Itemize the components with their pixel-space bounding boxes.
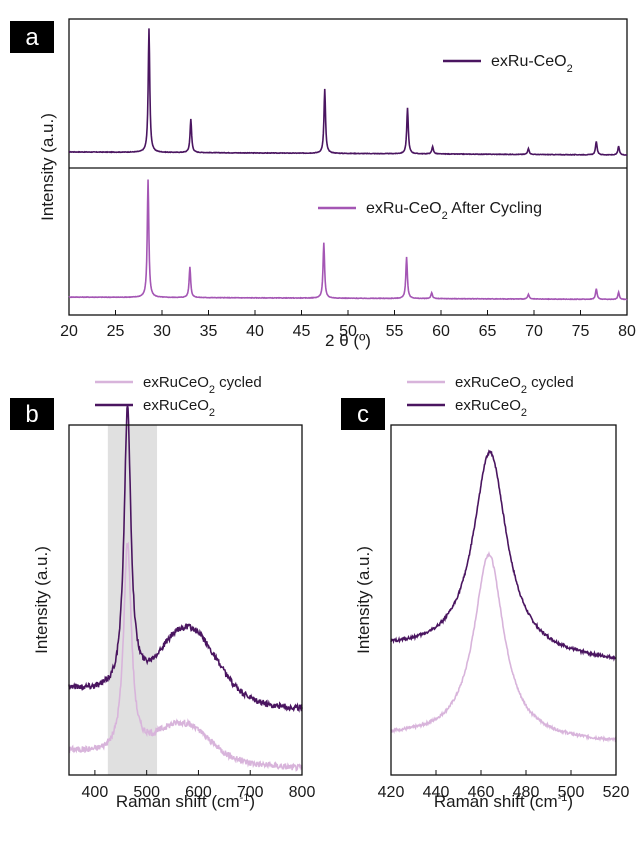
- panel-a-xlabel: 2 θ (º): [325, 331, 371, 350]
- panel-b-xtick-label: 600: [185, 784, 212, 801]
- panel-b-xtick-label: 700: [237, 784, 264, 801]
- panel-b-xlabel-close: ): [249, 792, 255, 811]
- panel-b-shaded-region: [107, 425, 158, 775]
- panel-c-xtick-label: 420: [378, 784, 405, 801]
- panel-b-legend-2-label-sub: 2: [209, 407, 215, 419]
- panel-a-badge: [10, 21, 54, 53]
- panel-a-xtick-label: 75: [572, 323, 590, 340]
- panel-a-xtick-label: 55: [386, 323, 404, 340]
- panel-b-legend-1-label: exRuCeO2 cycled: [143, 374, 262, 396]
- panel-c-xtick-label: 500: [558, 784, 585, 801]
- panel-c-xtick-label: 480: [513, 784, 540, 801]
- panel-a-badge-letter: a: [25, 24, 39, 51]
- panel-c-legend-1-label-suffix: cycled: [527, 374, 574, 391]
- panel-a-xtick-label: 50: [339, 323, 357, 340]
- panel-b-xtick-label: 800: [289, 784, 316, 801]
- panel-c-xlabel-sup: -1: [558, 792, 568, 804]
- panel-a-legend-1-label-sub: 2: [567, 63, 573, 75]
- panel-c-xtick-label: 440: [423, 784, 450, 801]
- panel-a-legend-2-label-suffix: After Cycling: [448, 200, 542, 217]
- panel-c-xlabel-close: ): [567, 792, 573, 811]
- panel-c-xtick-label: 520: [603, 784, 630, 801]
- panel-b-series-2: [68, 405, 303, 713]
- panel-b-ylabel: Intensity (a.u.): [32, 546, 51, 654]
- panel-a-xtick-label: 65: [479, 323, 497, 340]
- panel-c-legend-2-label: exRuCeO2: [455, 397, 527, 419]
- panel-b-frame: [68, 424, 303, 776]
- panel-c-series-2: [390, 449, 617, 662]
- panel-a-xtick-label: 70: [525, 323, 543, 340]
- panel-a-xtick-label: 80: [618, 323, 636, 340]
- panel-b-xtick-label: 400: [82, 784, 109, 801]
- panel-b-legend-1-label-sub: 2: [209, 384, 215, 396]
- panel-a-xtick-label: 40: [246, 323, 264, 340]
- panel-a-xtick-label: 60: [432, 323, 450, 340]
- panel-b-badge: [10, 398, 54, 430]
- panel-c-xlabel: Raman shift (cm-1): [434, 792, 573, 811]
- panel-b-series-1: [68, 541, 303, 772]
- panel-a-legend-2-label: exRu-CeO2 After Cycling: [366, 200, 542, 222]
- panel-c-frame: [390, 424, 617, 776]
- panel-c-legend-1-label-sub: 2: [521, 384, 527, 396]
- panel-a-xtick-label: 45: [293, 323, 311, 340]
- panel-a-series-2: [68, 179, 628, 301]
- panel-c-badge-letter: c: [357, 401, 369, 428]
- panel-b-badge-letter: b: [25, 401, 38, 428]
- panel-a-xtick-label: 20: [60, 323, 78, 340]
- panel-c-ylabel: Intensity (a.u.): [354, 546, 373, 654]
- panel-a-series-1: [68, 28, 628, 156]
- panel-c-xtick-label: 460: [468, 784, 495, 801]
- panel-c-badge: [341, 398, 385, 430]
- panel-a-legend-1-label: exRu-CeO2: [491, 53, 573, 75]
- panel-b-legend-2-label: exRuCeO2: [143, 397, 215, 419]
- panel-a-ylabel: Intensity (a.u.): [38, 113, 57, 221]
- panel-a-xtick-label: 25: [107, 323, 125, 340]
- panel-b-xtick-label: 500: [133, 784, 160, 801]
- panel-b-xlabel-sup: -1: [240, 792, 250, 804]
- panel-a-xtick-label: 30: [153, 323, 171, 340]
- panel-c-series-1: [390, 550, 617, 743]
- panel-b-xlabel: Raman shift (cm-1): [116, 792, 255, 811]
- panel-c-legend-2-label-sub: 2: [521, 407, 527, 419]
- panel-c-legend-1-label: exRuCeO2 cycled: [455, 374, 574, 396]
- panel-a-legend-2-label-sub: 2: [442, 210, 448, 222]
- panel-a-xtick-label: 35: [200, 323, 218, 340]
- panel-b-legend-1-label-suffix: cycled: [215, 374, 262, 391]
